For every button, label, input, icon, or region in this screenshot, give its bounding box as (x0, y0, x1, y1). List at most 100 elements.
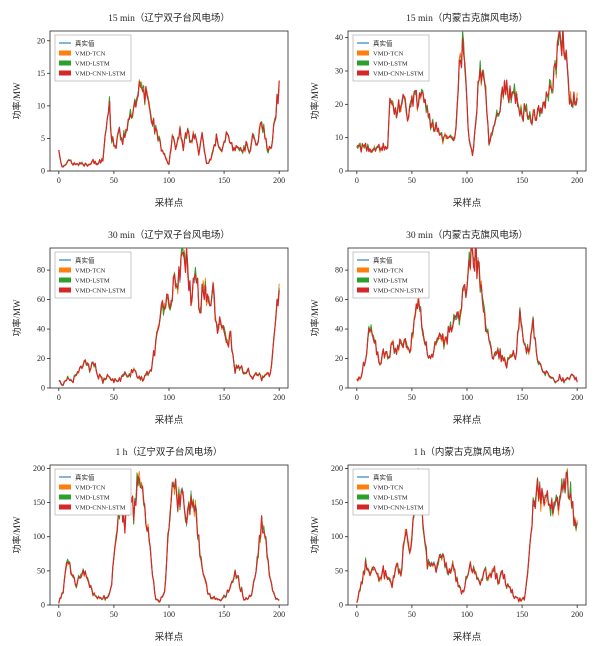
x-axis-label: 采样点 (452, 416, 482, 426)
x-tick-label: 200 (273, 610, 285, 619)
series-group (356, 31, 578, 157)
legend-swatch (357, 70, 369, 76)
y-tick-label: 0 (339, 601, 343, 610)
y-tick-label: 100 (331, 532, 343, 541)
legend-label: 真实值 (75, 39, 95, 48)
legend-swatch (357, 50, 369, 56)
legend: 真实值 VMD-TCN VMD-LSTM VMD-CNN-LSTM (54, 34, 132, 82)
y-tick-label: 40 (335, 33, 343, 42)
y-tick-label: 0 (41, 167, 45, 176)
series-group (58, 471, 280, 604)
legend-swatch (59, 60, 71, 66)
y-tick-label: 150 (33, 498, 45, 507)
x-tick-label: 0 (355, 176, 359, 185)
y-tick-label: 50 (335, 566, 343, 575)
x-axis-label: 采样点 (154, 199, 184, 209)
x-tick-label: 200 (273, 176, 285, 185)
legend-label: VMD-CNN-LSTM (75, 288, 126, 295)
legend-swatch (357, 287, 369, 293)
x-axis-label: 采样点 (452, 199, 482, 209)
x-tick-label: 100 (461, 610, 473, 619)
y-axis-label: 功率/MW (309, 299, 320, 337)
x-tick-label: 50 (110, 176, 118, 185)
y-tick-label: 0 (339, 384, 343, 393)
y-tick-label: 20 (37, 354, 45, 363)
plot-area: 0 50 100 150 200 0 5 10 15 20 功率/MW 真实值 VMD-TCN VMD-L… (11, 30, 289, 185)
y-tick-label: 80 (37, 266, 45, 275)
legend-label: 真实值 (373, 39, 393, 48)
plot-area: 0 50 100 150 200 0 50 100 150 200 功率/MW 真实值 VMD-TCN V… (309, 464, 587, 619)
x-tick-label: 0 (355, 610, 359, 619)
y-tick-label: 20 (335, 100, 343, 109)
y-tick-label: 80 (335, 266, 343, 275)
legend-label: VMD-LSTM (373, 61, 408, 68)
chart-1h-neimenggu: 1 h（内蒙古克旗风电场） 0 50 100 150 200 0 50 100 150 200 功率… (302, 444, 600, 643)
x-tick-label: 150 (516, 393, 528, 402)
chart-title: 30 min（辽宁双子台风电场） (108, 231, 230, 241)
y-tick-label: 30 (335, 67, 343, 76)
legend-label: VMD-LSTM (373, 495, 408, 502)
series-line-VMD-CNN-LSTM (58, 475, 280, 604)
legend-label: VMD-CNN-LSTM (373, 288, 424, 295)
legend-swatch (59, 484, 71, 490)
y-tick-label: 50 (37, 566, 45, 575)
legend: 真实值 VMD-TCN VMD-LSTM VMD-CNN-LSTM (352, 251, 430, 299)
x-tick-label: 50 (408, 393, 416, 402)
legend-label: 真实值 (373, 473, 393, 482)
x-tick-label: 0 (355, 393, 359, 402)
x-tick-label: 100 (461, 176, 473, 185)
y-axis-label: 功率/MW (11, 82, 22, 120)
chart-title: 1 h（辽宁双子台风电场） (115, 448, 223, 458)
series-group (356, 248, 578, 384)
legend-label: VMD-TCN (75, 51, 106, 58)
y-tick-label: 40 (335, 325, 343, 334)
y-tick-label: 20 (335, 354, 343, 363)
series-line-VMD-CNN-LSTM (356, 248, 578, 383)
chart-30min-liaoning: 30 min（辽宁双子台风电场） 0 50 100 150 200 0 20 40 60 80 功率… (4, 227, 302, 426)
legend: 真实值 VMD-TCN VMD-LSTM VMD-CNN-LSTM (54, 251, 132, 299)
legend-label: VMD-TCN (75, 268, 106, 275)
x-tick-label: 200 (273, 393, 285, 402)
legend-swatch (59, 70, 71, 76)
legend-swatch (357, 267, 369, 273)
y-tick-label: 0 (339, 167, 343, 176)
legend-label: VMD-CNN-LSTM (75, 71, 126, 78)
series-line-VMD-CNN-LSTM (356, 472, 578, 603)
x-tick-label: 50 (408, 610, 416, 619)
x-axis-label: 采样点 (154, 633, 184, 643)
legend-label: VMD-TCN (373, 268, 404, 275)
x-tick-label: 150 (218, 393, 230, 402)
y-tick-label: 200 (33, 464, 45, 473)
legend-label: VMD-TCN (75, 485, 106, 492)
legend-label: VMD-LSTM (373, 278, 408, 285)
y-tick-label: 200 (331, 464, 343, 473)
legend-label: VMD-LSTM (75, 278, 110, 285)
legend-swatch (357, 504, 369, 510)
legend: 真实值 VMD-TCN VMD-LSTM VMD-CNN-LSTM (352, 34, 430, 82)
x-tick-label: 200 (571, 393, 583, 402)
legend-swatch (59, 494, 71, 500)
y-tick-label: 15 (37, 69, 45, 78)
chart-15min-neimenggu: 15 min（内蒙古克旗风电场） 0 50 100 150 200 0 10 20 30 40 功率… (302, 10, 600, 209)
series-line-VMD-CNN-LSTM (356, 31, 578, 157)
y-tick-label: 10 (335, 133, 343, 142)
y-tick-label: 40 (37, 325, 45, 334)
y-tick-label: 60 (37, 295, 45, 304)
legend-swatch (59, 50, 71, 56)
x-tick-label: 100 (461, 393, 473, 402)
legend-swatch (357, 277, 369, 283)
legend-label: VMD-CNN-LSTM (373, 505, 424, 512)
series-line-VMD-LSTM (58, 80, 280, 167)
plot-area: 0 50 100 150 200 0 20 40 60 80 功率/MW 真实值 VMD-TCN VMD-… (309, 247, 587, 402)
y-axis-label: 功率/MW (309, 516, 320, 554)
legend-label: VMD-CNN-LSTM (373, 71, 424, 78)
x-tick-label: 200 (571, 176, 583, 185)
chart-title: 30 min（内蒙古克旗风电场） (406, 231, 528, 241)
y-tick-label: 5 (41, 134, 45, 143)
legend-swatch (59, 267, 71, 273)
y-tick-label: 150 (331, 498, 343, 507)
legend-swatch (357, 494, 369, 500)
legend-label: 真实值 (75, 256, 95, 265)
legend-label: VMD-LSTM (75, 495, 110, 502)
